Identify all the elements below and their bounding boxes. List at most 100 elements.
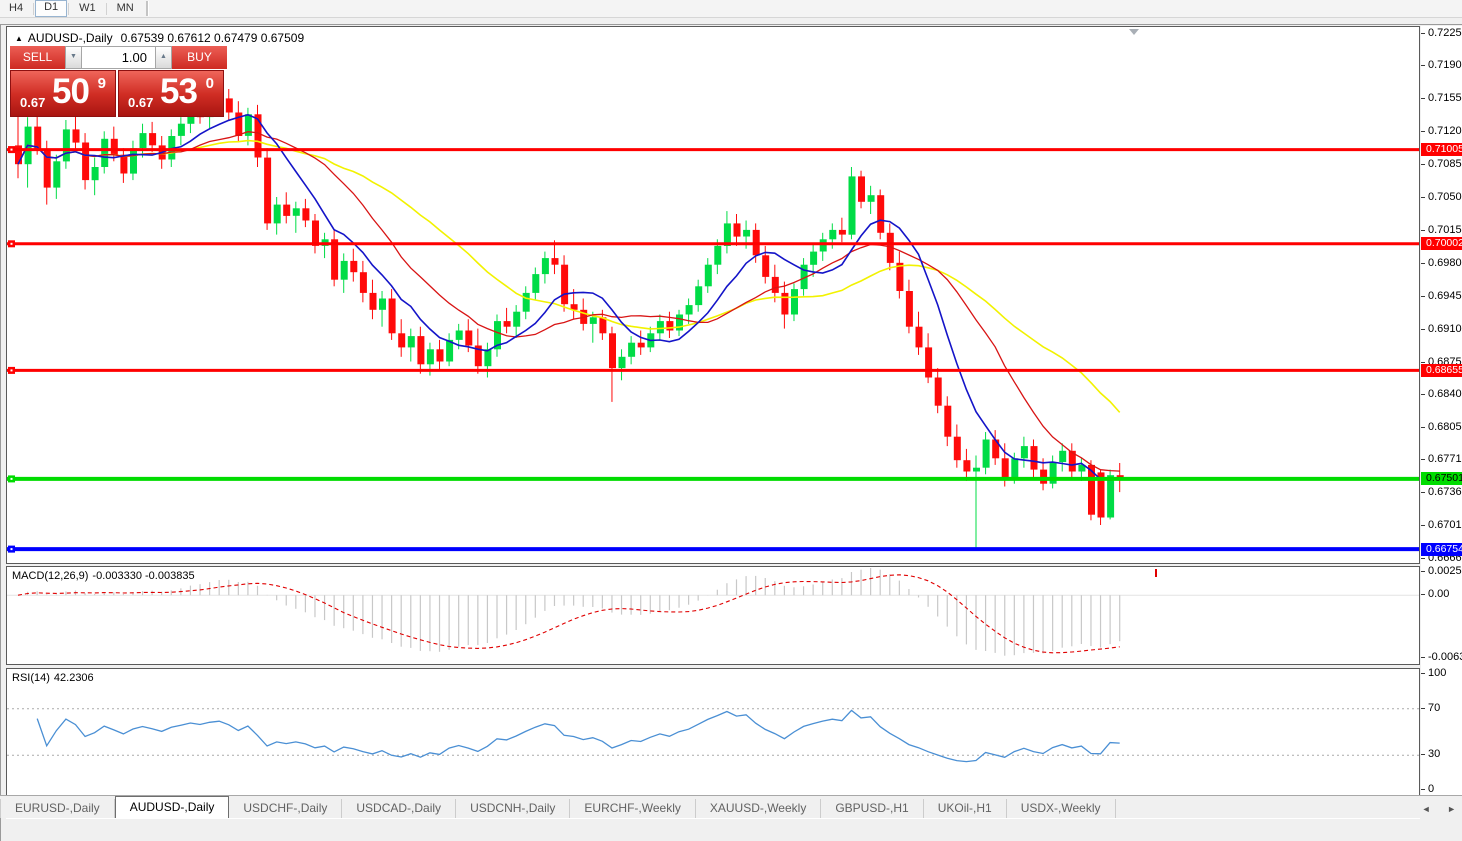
sell-price-prefix: 0.67 <box>20 95 46 110</box>
axis-tick <box>1421 329 1425 330</box>
price-line-tag: 0.66754 <box>1421 543 1462 556</box>
axis-tick <box>1421 263 1425 264</box>
axis-tick <box>1421 230 1425 231</box>
chart-tab-usdchf[interactable]: USDCHF-,Daily <box>229 799 343 818</box>
axis-tick <box>1421 571 1425 572</box>
chart-tab-eurchf[interactable]: EURCHF-,Weekly <box>570 799 696 818</box>
axis-tick <box>1421 594 1425 595</box>
chart-tab-usdcad[interactable]: USDCAD-,Daily <box>342 799 457 818</box>
axis-tick <box>1421 33 1425 34</box>
macd-indicator-panel[interactable]: MACD(12,26,9) -0.003330 -0.003835 <box>6 566 1420 665</box>
axis-tick <box>1421 459 1425 460</box>
sell-button[interactable]: SELL <box>10 46 65 69</box>
axis-tick <box>1421 197 1425 198</box>
chart-tab-gbpusd[interactable]: GBPUSD-,H1 <box>821 799 924 818</box>
axis-tick <box>1421 525 1425 526</box>
axis-tick <box>1421 65 1425 66</box>
macd-scale-label: 0.00 <box>1428 588 1450 600</box>
axis-tick <box>1421 673 1425 674</box>
price-line-tag: 0.68655 <box>1421 364 1462 377</box>
macd-label: MACD(12,26,9) -0.003330 -0.003835 <box>12 570 199 582</box>
axis-tick <box>1421 492 1425 493</box>
rsi-indicator-panel[interactable]: RSI(14) 42.2306 <box>6 668 1420 798</box>
buy-price-prefix: 0.67 <box>128 95 154 110</box>
chart-window: ▲ AUDUSD-,Daily 0.67539 0.67612 0.67479 0.… <box>0 24 1462 841</box>
chart-tab-usdx[interactable]: USDX-,Weekly <box>1007 799 1116 818</box>
buy-price-box[interactable]: 0.67 53 0 <box>118 70 224 117</box>
toolbar-separator <box>105 2 107 15</box>
axis-tick <box>1421 296 1425 297</box>
chart-ohlc-values: 0.67539 0.67612 0.67479 0.67509 <box>120 31 305 45</box>
axis-tick <box>1421 558 1425 559</box>
timeframe-toolbar: H4 D1 W1 MN <box>0 0 1462 18</box>
tab-scroll-right-icon[interactable]: ► <box>1447 804 1456 814</box>
macd-name: MACD(12,26,9) <box>12 570 89 582</box>
rsi-scale-label: 100 <box>1428 667 1447 679</box>
toolbar-separator <box>33 2 35 15</box>
chart-tab-audusd[interactable]: AUDUSD-,Daily <box>114 796 230 818</box>
rsi-label: RSI(14) 42.2306 <box>12 672 98 684</box>
tab-scroll-controls: ◄ ► <box>1408 804 1456 814</box>
chart-symbol-label: AUDUSD-,Daily <box>27 31 113 45</box>
price-line-tag: 0.67501 <box>1421 472 1462 485</box>
timeframe-button-d1[interactable]: D1 <box>35 0 68 17</box>
rsi-chart[interactable] <box>7 669 1419 797</box>
sell-price-main: 50 <box>52 72 90 111</box>
axis-tick <box>1421 789 1425 790</box>
volume-input[interactable]: 1.00 <box>82 46 155 69</box>
axis-tick <box>1421 427 1425 428</box>
timeframe-button-h4[interactable]: H4 <box>9 2 24 14</box>
chart-tab-xauusd[interactable]: XAUUSD-,Weekly <box>696 799 822 818</box>
chart-tab-bar: EURUSD-,Daily AUDUSD-,Daily USDCHF-,Dail… <box>0 795 1462 818</box>
timeframe-button-mn[interactable]: MN <box>116 2 134 14</box>
chart-tab-usdcnh[interactable]: USDCNH-,Daily <box>456 799 571 818</box>
price-chart-panel[interactable]: ▲ AUDUSD-,Daily 0.67539 0.67612 0.67479 0.… <box>6 26 1420 564</box>
buy-button[interactable]: BUY <box>172 46 227 69</box>
buy-price-pipette: 0 <box>205 75 214 92</box>
macd-values: -0.003330 -0.003835 <box>92 570 195 582</box>
chart-shift-marker-icon[interactable] <box>1129 29 1139 35</box>
rsi-scale-label: 0 <box>1428 783 1435 795</box>
collapse-trade-panel-icon[interactable]: ▲ <box>15 34 23 43</box>
buy-price-main: 53 <box>160 72 198 111</box>
one-click-trading-panel: SELL ▼ 1.00 ▲ BUY 0.67 50 9 0.67 53 0 <box>10 46 227 117</box>
volume-increase-stepper[interactable]: ▲ <box>155 46 172 69</box>
candlestick-chart[interactable] <box>7 27 1419 563</box>
macd-scale-label: 0.002574 <box>1428 565 1462 577</box>
tab-scroll-left-icon[interactable]: ◄ <box>1421 804 1431 814</box>
price-line-tag: 0.70002 <box>1421 237 1462 250</box>
chart-legend: ▲ AUDUSD-,Daily 0.67539 0.67612 0.67479 0.… <box>15 31 304 45</box>
rsi-value: 42.2306 <box>53 672 94 684</box>
axis-tick <box>1421 131 1425 132</box>
macd-object-marker <box>1155 569 1157 577</box>
timeframe-button-w1[interactable]: W1 <box>79 2 96 14</box>
sell-price-box[interactable]: 0.67 50 9 <box>10 70 116 117</box>
rsi-name: RSI(14) <box>12 672 50 684</box>
price-line-tag: 0.71005 <box>1421 143 1462 156</box>
axis-tick <box>1421 98 1425 99</box>
rsi-scale-label: 30 <box>1428 748 1441 760</box>
chart-tab-ukoil[interactable]: UKOil-,H1 <box>924 799 1007 818</box>
macd-chart[interactable] <box>7 567 1419 664</box>
volume-decrease-stepper[interactable]: ▼ <box>65 46 82 69</box>
rsi-scale-label: 70 <box>1428 702 1441 714</box>
chart-tab-eurusd[interactable]: EURUSD-,Daily <box>0 799 115 818</box>
